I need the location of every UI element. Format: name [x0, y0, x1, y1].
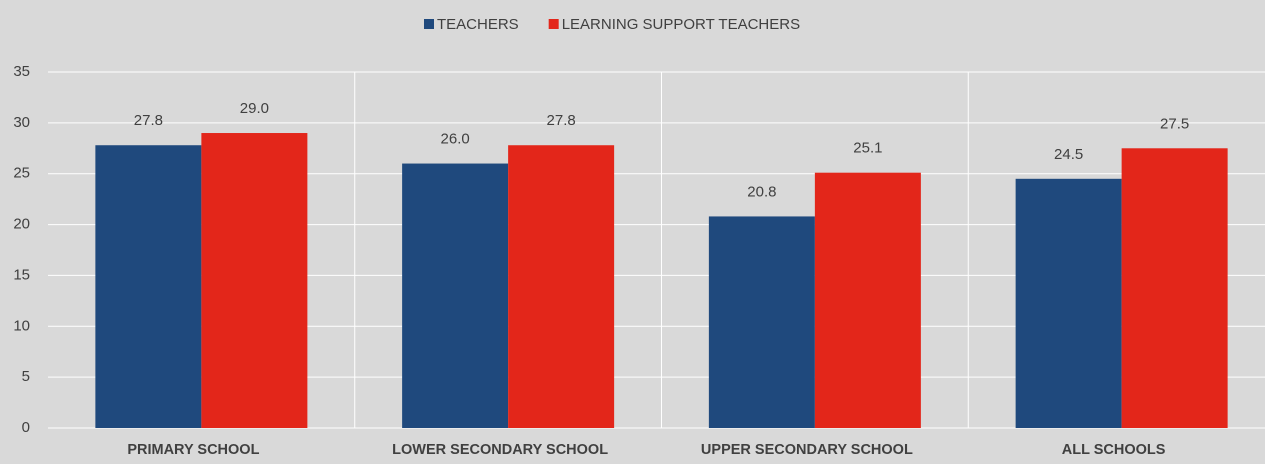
data-label: 27.8	[547, 112, 576, 129]
bar	[708, 216, 815, 428]
y-tick-label: 35	[13, 63, 30, 80]
bar	[402, 163, 509, 429]
data-label: 25.1	[853, 140, 882, 157]
data-label: 27.5	[1160, 115, 1189, 132]
bar	[508, 145, 615, 428]
bar	[201, 133, 308, 428]
y-tick-label: 10	[13, 317, 30, 334]
legend-label: TEACHERS	[437, 16, 519, 33]
x-tick-label: ALL SCHOOLS	[1062, 442, 1166, 458]
y-tick-label: 25	[13, 165, 30, 182]
data-label: 24.5	[1054, 146, 1083, 163]
y-tick-label: 15	[13, 266, 30, 283]
data-label: 20.8	[747, 183, 776, 200]
y-tick-label: 30	[13, 114, 30, 131]
y-tick-label: 0	[22, 419, 30, 436]
x-tick-label: PRIMARY SCHOOL	[127, 442, 259, 458]
y-tick-label: 20	[13, 216, 30, 233]
legend-swatch	[548, 19, 559, 29]
data-label: 27.8	[134, 112, 163, 129]
bar	[1015, 178, 1122, 428]
y-tick-label: 5	[22, 368, 30, 385]
data-label: 29.0	[240, 100, 269, 117]
legend-label: LEARNING SUPPORT TEACHERS	[562, 16, 800, 33]
x-tick-label: LOWER SECONDARY SCHOOL	[392, 442, 608, 458]
data-label: 26.0	[441, 131, 470, 148]
x-tick-label: UPPER SECONDARY SCHOOL	[701, 442, 913, 458]
legend-swatch	[424, 19, 434, 29]
bar	[95, 145, 202, 428]
bar	[1121, 148, 1228, 429]
bar	[814, 172, 921, 428]
